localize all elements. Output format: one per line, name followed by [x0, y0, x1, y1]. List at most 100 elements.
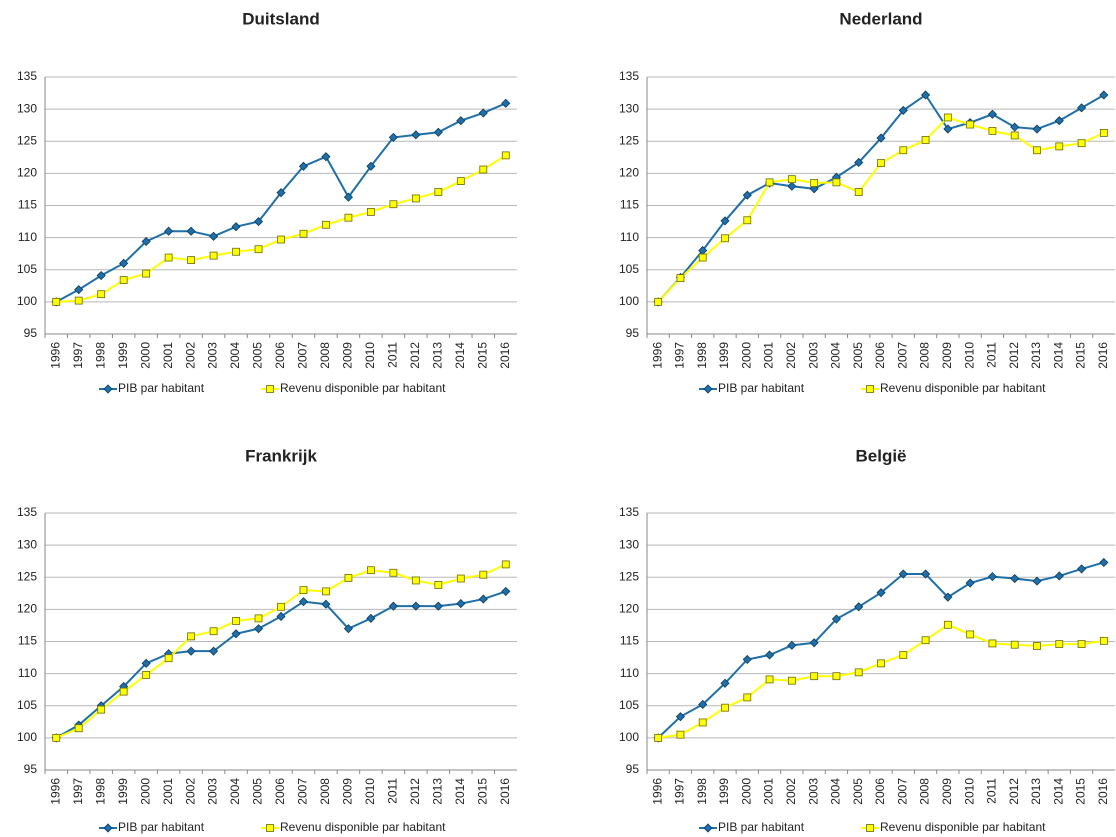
data-point [501, 98, 511, 108]
data-point [276, 611, 286, 622]
data-point [742, 654, 752, 665]
data-point [433, 601, 443, 611]
y-tick-label: 120 [619, 166, 639, 180]
x-tick-label: 1997 [71, 342, 85, 369]
x-tick-label: 1999 [116, 778, 130, 805]
x-tick-label: 2013 [431, 778, 445, 805]
x-tick-label: 2010 [363, 342, 377, 369]
x-tick-label: 2013 [431, 342, 445, 369]
data-point [988, 127, 997, 135]
data-point [501, 560, 510, 569]
x-tick-label: 2008 [318, 342, 332, 369]
data-point [1099, 636, 1108, 645]
data-point [675, 712, 685, 722]
data-point [479, 165, 488, 174]
data-point [899, 146, 908, 155]
x-tick-label: 2007 [895, 342, 909, 369]
y-tick-label: 120 [17, 602, 37, 616]
data-point [720, 216, 730, 226]
y-tick-label: 100 [17, 730, 37, 744]
data-point [209, 627, 218, 636]
x-tick-label: 1996 [48, 342, 62, 369]
y-tick-label: 135 [17, 69, 37, 83]
legend-label: PIB par habitant [718, 381, 805, 395]
data-point [720, 678, 730, 688]
data-point [1032, 576, 1042, 586]
x-tick-label: 2005 [851, 342, 865, 369]
x-tick-label: 2013 [1029, 778, 1043, 805]
data-point [988, 639, 997, 648]
legend-marker [703, 823, 713, 833]
y-tick-label: 105 [17, 262, 37, 276]
data-point [52, 733, 61, 742]
data-point [501, 586, 511, 596]
data-point [921, 90, 931, 100]
series-line [657, 116, 1105, 303]
data-point [298, 597, 309, 607]
data-point [787, 640, 797, 650]
data-point [277, 602, 285, 611]
legend-label: Revenu disponible par habitant [280, 820, 446, 834]
x-tick-label: 1998 [93, 342, 107, 369]
y-tick-label: 95 [24, 326, 38, 340]
data-point [987, 109, 997, 119]
data-point [253, 216, 264, 227]
data-point [209, 646, 219, 656]
data-point [389, 200, 398, 209]
x-tick-label: 2011 [985, 342, 999, 368]
data-point [299, 229, 308, 238]
data-point [943, 592, 953, 602]
data-point [276, 188, 286, 198]
y-tick-label: 110 [620, 666, 639, 680]
legend-label: PIB par habitant [118, 381, 205, 395]
y-tick-label: 95 [626, 326, 640, 340]
y-tick-label: 130 [17, 537, 37, 551]
data-point [832, 178, 841, 187]
data-point [187, 632, 195, 641]
x-tick-label: 1996 [650, 342, 664, 369]
x-tick-label: 1999 [717, 342, 731, 369]
data-point [921, 569, 931, 579]
y-tick-label: 100 [619, 730, 639, 744]
x-tick-label: 2016 [498, 778, 512, 805]
data-point [74, 724, 83, 733]
x-tick-label: 2005 [251, 778, 265, 805]
data-point [367, 566, 375, 575]
x-tick-label: 2002 [784, 778, 798, 805]
data-point [479, 570, 488, 579]
data-point [298, 161, 309, 171]
data-point [1010, 573, 1020, 584]
data-point [164, 654, 173, 663]
x-tick-label: 2003 [206, 342, 220, 369]
x-tick-label: 1998 [695, 778, 709, 805]
data-point [186, 646, 196, 656]
x-tick-label: 2012 [1007, 342, 1021, 369]
x-tick-label: 2013 [1029, 342, 1043, 369]
x-tick-label: 2011 [985, 778, 999, 804]
x-tick-label: 2015 [475, 778, 489, 805]
x-tick-label: 2008 [918, 342, 932, 369]
data-point [676, 274, 685, 283]
data-point [97, 705, 106, 714]
data-point [74, 285, 84, 295]
series-line [55, 563, 507, 739]
y-tick-label: 110 [18, 230, 37, 244]
data-point [676, 730, 685, 739]
legend-marker [103, 823, 113, 833]
data-point [299, 586, 308, 594]
data-point [966, 630, 975, 639]
data-point [389, 568, 398, 577]
data-point [832, 672, 841, 681]
legend-label: PIB par habitant [718, 820, 805, 834]
data-point [943, 124, 953, 134]
data-point [253, 624, 264, 634]
x-tick-label: 1997 [71, 778, 85, 805]
data-point [119, 258, 129, 268]
data-point [187, 256, 195, 265]
data-point [1055, 142, 1064, 151]
x-tick-label: 2004 [228, 342, 242, 369]
data-point [698, 699, 708, 710]
data-point [1010, 640, 1019, 649]
y-tick-label: 125 [17, 569, 37, 583]
x-tick-label: 1999 [116, 342, 130, 369]
